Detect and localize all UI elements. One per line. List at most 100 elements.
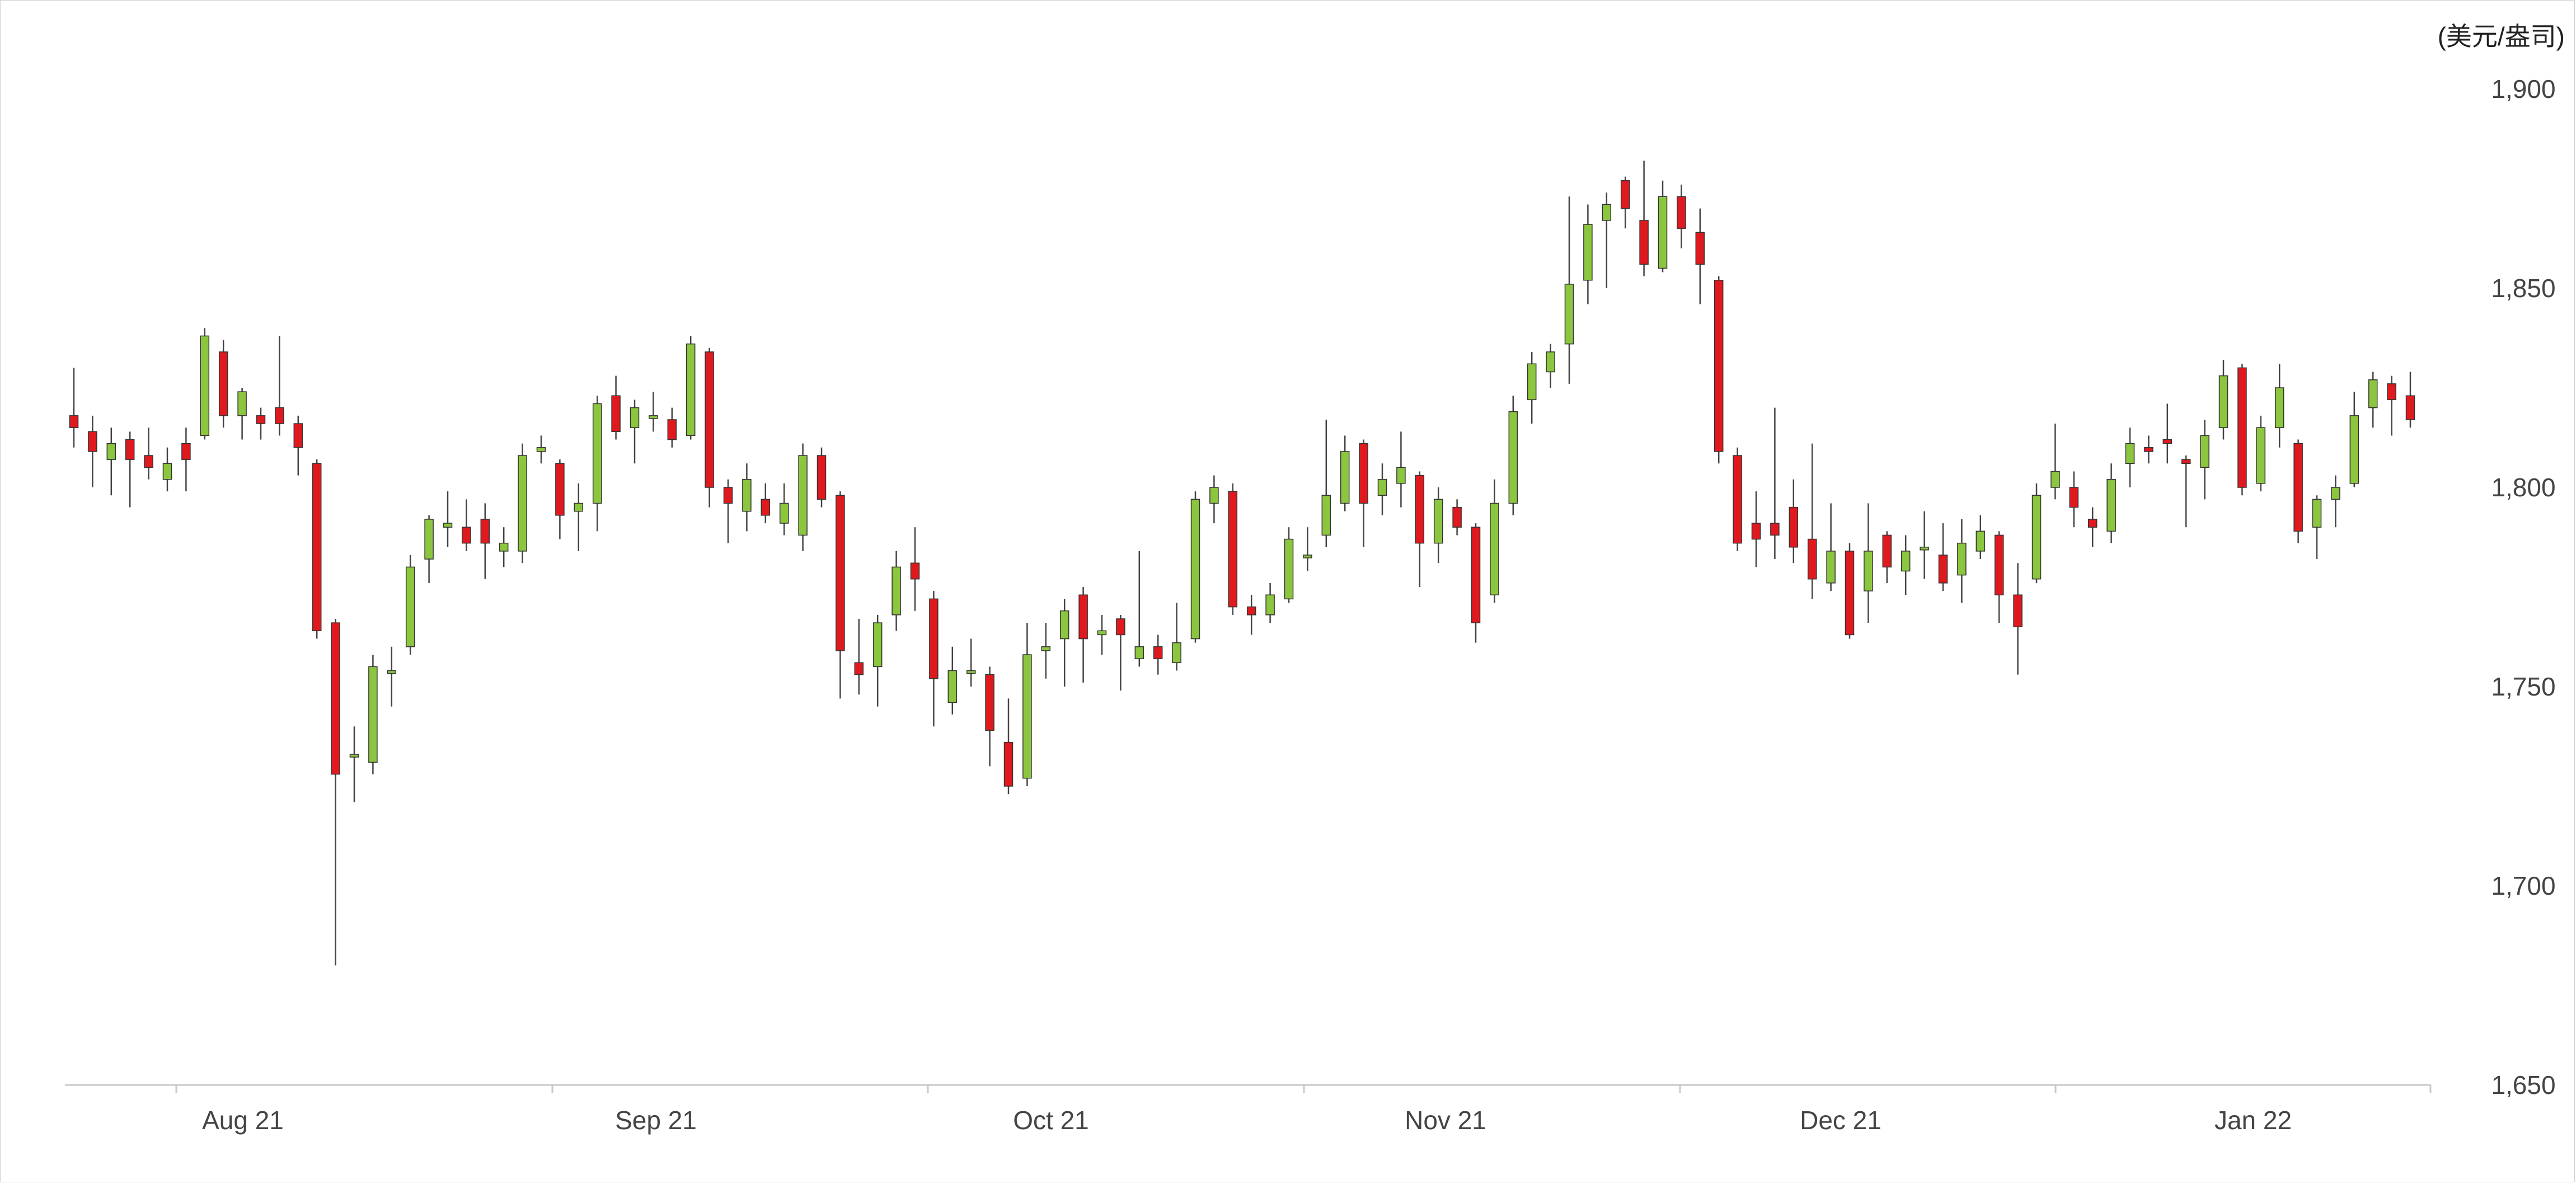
candle (2162, 403, 2173, 464)
candle (2237, 364, 2247, 496)
candle (275, 336, 284, 436)
candle-body-up (1321, 495, 1331, 536)
candle (162, 447, 172, 492)
candle (742, 463, 752, 532)
candle (424, 515, 434, 583)
candle (1022, 623, 1032, 786)
candle-body-up (1433, 499, 1443, 544)
candle (144, 427, 153, 480)
candle (947, 646, 958, 715)
candle (761, 483, 771, 524)
candle (1340, 435, 1350, 511)
candle (518, 443, 527, 563)
candle (1134, 551, 1144, 667)
candle-body-up (1508, 411, 1518, 504)
candle (312, 459, 322, 639)
candle (2312, 495, 2322, 560)
candle (1901, 535, 1911, 595)
candle-body-up (779, 502, 789, 524)
candle-body-down (555, 463, 565, 516)
candle-body-up (630, 407, 640, 428)
candle (1508, 396, 1518, 515)
candle-body-up (2031, 495, 2042, 580)
candle-body-down (1695, 232, 1705, 265)
candle (1415, 471, 1425, 587)
candle-body-up (1396, 467, 1406, 484)
candle (1658, 180, 1668, 272)
candle (387, 646, 397, 707)
candle (125, 431, 135, 508)
candle-body-up (649, 415, 658, 419)
candle (667, 407, 677, 448)
candle (462, 499, 471, 551)
candle-body-up (518, 455, 527, 552)
candle (2349, 392, 2359, 487)
candle (929, 591, 939, 727)
y-tick-label: 1,750 (2491, 672, 2555, 701)
candle (630, 400, 640, 464)
candle-body-down (2144, 447, 2153, 452)
candle (1153, 635, 1163, 675)
y-tick-label: 1,650 (2491, 1070, 2555, 1100)
candle (1452, 499, 1462, 535)
candle-body-up (387, 670, 397, 674)
candle (798, 443, 808, 551)
candle-body-up (1265, 594, 1275, 616)
candle (1564, 196, 1574, 384)
candle-body-up (2349, 415, 2359, 484)
candle (536, 435, 546, 464)
candle-body-up (2106, 479, 2116, 532)
candle-body-down (1246, 606, 1256, 616)
candle (723, 479, 733, 543)
candle (1733, 447, 1742, 551)
candle-body-down (2013, 594, 2023, 627)
candle-body-up (1583, 224, 1593, 281)
candle-body-down (275, 407, 284, 424)
candle (1303, 527, 1312, 571)
x-tick-label: Jan 22 (2214, 1106, 2292, 1135)
candle-body-up (2125, 443, 2135, 464)
candle (1994, 531, 2004, 623)
candle-body-up (1527, 363, 1537, 401)
candle (966, 638, 976, 687)
candle-body-down (331, 622, 340, 775)
candle-body-up (1097, 630, 1107, 636)
candle (293, 415, 303, 476)
candle-body-down (293, 423, 303, 448)
candle-body-down (2162, 439, 2173, 444)
y-tick-label: 1,800 (2491, 473, 2555, 502)
candle-body-down (2181, 459, 2191, 464)
candle (69, 368, 79, 448)
candle-body-down (705, 351, 714, 488)
candle-body-up (2200, 435, 2209, 468)
candle (1490, 479, 1499, 603)
candle (779, 483, 789, 535)
candle (1527, 351, 1537, 424)
candle (368, 655, 378, 774)
candle (1209, 475, 1219, 524)
candle-body-up (2051, 471, 2060, 488)
candle-body-up (592, 403, 602, 504)
candle (2051, 424, 2060, 500)
candle (2405, 372, 2415, 428)
candle-body-down (144, 455, 153, 468)
candle (1677, 184, 1686, 248)
candle-body-down (1770, 523, 1780, 536)
candle (1695, 208, 1705, 304)
candle-body-up (966, 670, 976, 674)
candle-body-up (574, 502, 584, 512)
candle-body-up (237, 391, 247, 416)
unit-label: (美元/盎司) (2438, 22, 2565, 51)
candle (1228, 483, 1238, 615)
candle-body-down (1677, 196, 1686, 229)
candle-body-down (1452, 506, 1462, 528)
candle (2331, 475, 2340, 528)
candle-body-down (1994, 534, 2004, 595)
candle (2218, 360, 2228, 440)
candle-body-down (88, 431, 97, 452)
candle-body-up (2312, 499, 2322, 528)
candle-body-down (1714, 280, 1724, 452)
candle (1190, 491, 1200, 643)
candle (1714, 276, 1724, 464)
candle (611, 375, 621, 440)
